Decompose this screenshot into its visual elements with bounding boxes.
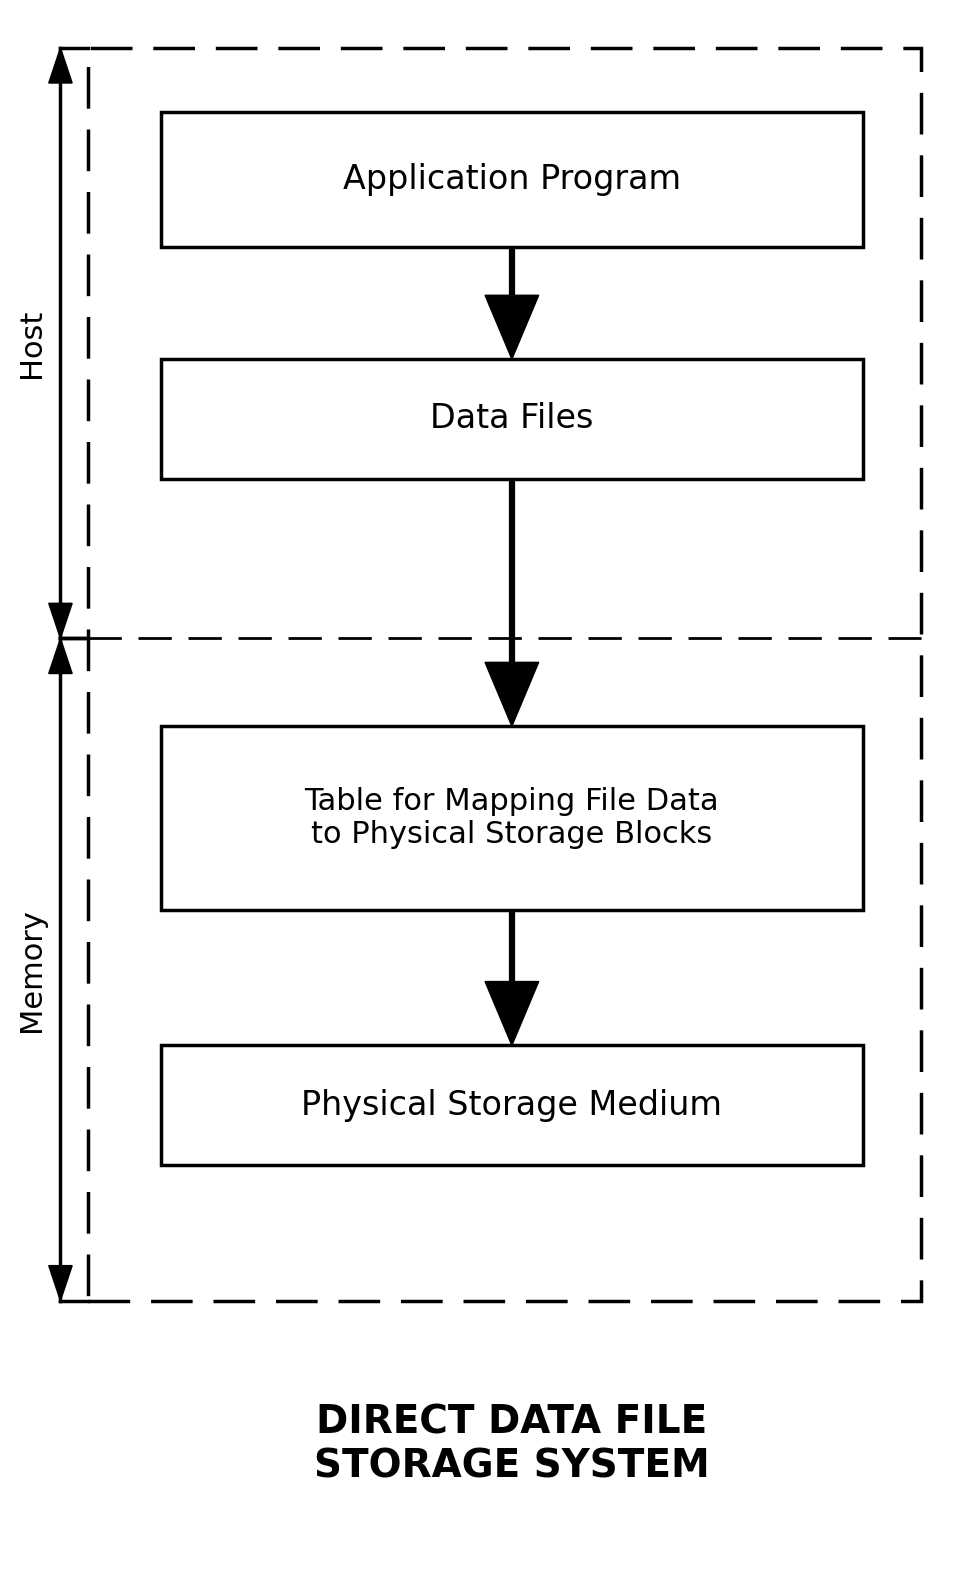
Text: DIRECT DATA FILE
STORAGE SYSTEM: DIRECT DATA FILE STORAGE SYSTEM [314,1403,710,1486]
Text: Memory: Memory [17,908,46,1031]
Bar [161,112,863,247]
Text: Physical Storage Medium: Physical Storage Medium [301,1088,722,1122]
Polygon shape [486,295,538,359]
Polygon shape [486,982,538,1045]
Bar [161,1045,863,1165]
Polygon shape [49,1266,72,1301]
Text: Host: Host [17,308,46,378]
Bar [161,359,863,479]
Text: Data Files: Data Files [430,402,594,436]
Text: Application Program: Application Program [343,163,681,196]
Polygon shape [486,662,538,726]
Polygon shape [49,638,72,674]
Bar [161,726,863,910]
Bar [88,48,921,1301]
Text: Table for Mapping File Data
to Physical Storage Blocks: Table for Mapping File Data to Physical … [304,787,720,849]
Polygon shape [49,48,72,83]
Polygon shape [49,603,72,638]
